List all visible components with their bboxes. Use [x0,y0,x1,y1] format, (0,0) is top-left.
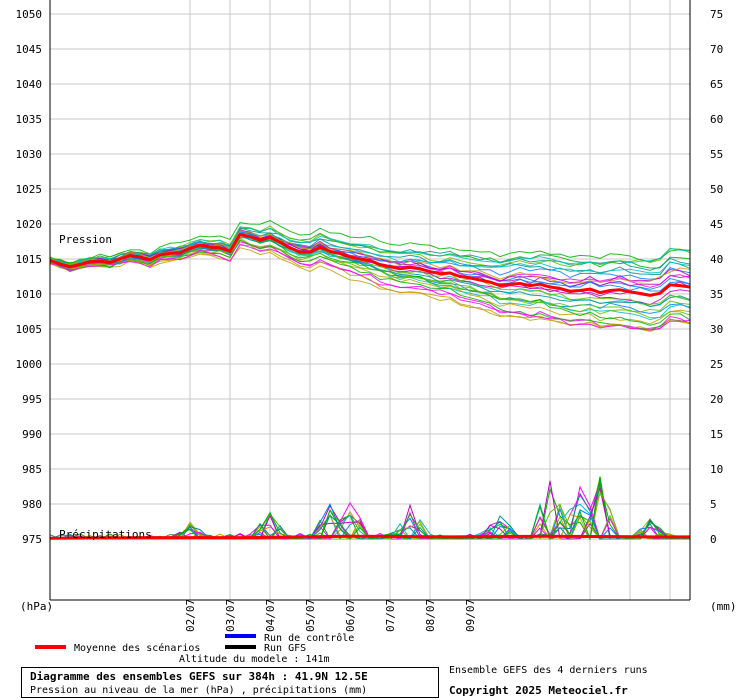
x-tick-label: 04/07 [264,599,277,632]
y-left-tick-label: 1050 [16,8,43,21]
legend-label-control: Run de contrôle [264,632,354,644]
y-right-tick-label: 30 [710,323,723,336]
x-tick-label: 05/07 [304,599,317,632]
legend-label-gfs: Run GFS [264,643,306,654]
y-right-tick-label: 35 [710,288,723,301]
x-tick-label: 09/07 [464,599,477,632]
chart-subtitle: Pression au niveau de la mer (hPa) , pré… [30,685,368,696]
y-left-unit: (hPa) [20,600,53,613]
mean-series [49,233,691,540]
legend-swatch-mean [35,645,66,649]
legend-swatch-control [225,634,256,638]
member-pressure-line [49,226,691,266]
grid [50,0,690,600]
x-tick-label: 07/07 [384,599,397,632]
y-left-tick-label: 1035 [16,113,43,126]
y-right-tick-label: 10 [710,463,723,476]
y-left-tick-label: 975 [22,533,42,546]
y-right-tick-label: 75 [710,8,723,21]
precip-annotation: Précipitations [59,528,152,541]
copyright: Copyright 2025 Meteociel.fr [449,684,628,697]
y-right-tick-label: 70 [710,43,723,56]
member-pressure-line [49,220,691,265]
y-left-tick-label: 995 [22,393,42,406]
ensemble-note: Ensemble GEFS des 4 derniers runs [449,665,648,676]
y-left-tick-label: 1010 [16,288,43,301]
y-right-tick-label: 60 [710,113,723,126]
y-left-tick-label: 1020 [16,218,43,231]
y-left-tick-label: 1030 [16,148,43,161]
y-left-tick-label: 1040 [16,78,43,91]
chart-title: Diagramme des ensembles GEFS sur 384h : … [30,670,368,683]
y-left-tick-label: 1025 [16,183,43,196]
y-right-tick-label: 5 [710,498,717,511]
mean-pressure-line [49,233,691,297]
y-right-tick-label: 65 [710,78,723,91]
mean-precip-line [49,534,690,540]
pressure-annotation: Pression [59,233,112,246]
y-right-tick-label: 55 [710,148,723,161]
y-right-tick-label: 50 [710,183,723,196]
y-right-tick-label: 20 [710,393,723,406]
member-pressure-line [49,243,691,331]
model-altitude: Altitude du modele : 141m [179,654,330,665]
y-left-tick-label: 1015 [16,253,43,266]
y-left-tick-label: 990 [22,428,42,441]
y-left-tick-label: 1045 [16,43,43,56]
x-tick-label: 06/07 [344,599,357,632]
y-right-tick-label: 15 [710,428,723,441]
ensemble-members [49,220,691,541]
member-pressure-line [49,241,691,330]
x-tick-label: 03/07 [224,599,237,632]
x-tick-label: 08/07 [424,599,437,632]
y-left-tick-label: 1000 [16,358,43,371]
legend: Moyenne des scénarios Run de contrôleRun … [35,632,354,654]
y-right-tick-label: 40 [710,253,723,266]
x-tick-label: 02/07 [184,599,197,632]
y-right-tick-label: 25 [710,358,723,371]
legend-label-mean: Moyenne des scénarios [74,642,200,654]
title-box: Diagramme des ensembles GEFS sur 384h : … [21,667,439,698]
y-left-tick-label: 985 [22,463,42,476]
y-left-tick-label: 1005 [16,323,43,336]
y-right-tick-label: 45 [710,218,723,231]
y-right-tick-label: 0 [710,533,717,546]
y-left-tick-label: 980 [22,498,42,511]
member-pressure-line [49,237,691,319]
y-right-unit: (mm) [710,600,737,613]
legend-swatch-gfs [225,645,256,649]
